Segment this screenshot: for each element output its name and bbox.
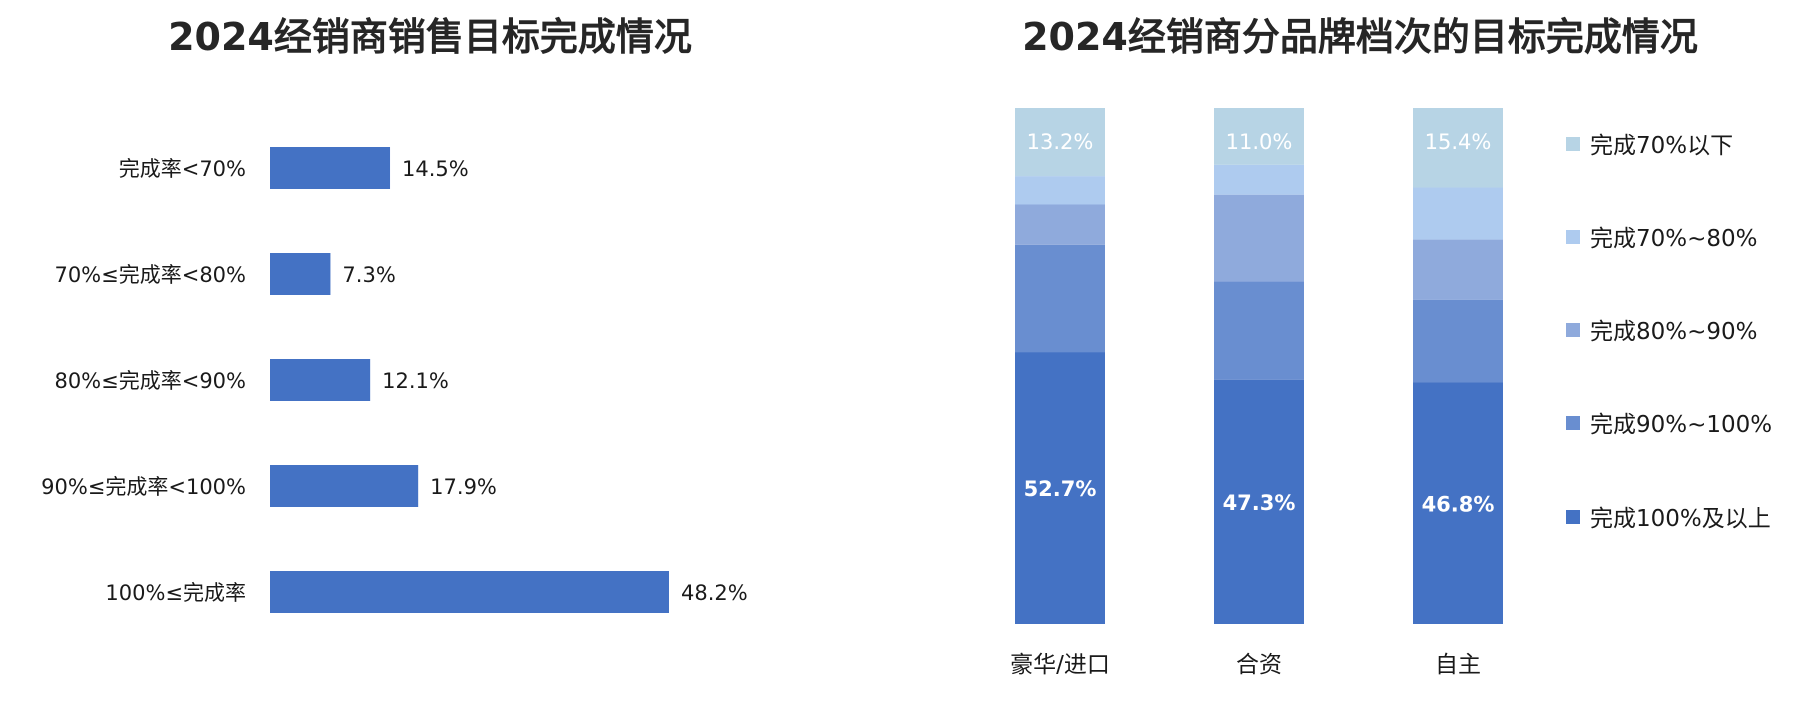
segment-2-1 bbox=[1413, 299, 1503, 383]
left-chart-title: 2024经销商销售目标完成情况 bbox=[168, 15, 692, 59]
x-tick-label-0: 豪华/进口 bbox=[1010, 652, 1110, 678]
right-chart-title: 2024经销商分品牌档次的目标完成情况 bbox=[1022, 15, 1698, 59]
segment-label-0-0: 52.7% bbox=[1024, 477, 1097, 501]
segment-0-3 bbox=[1015, 176, 1105, 205]
legend-swatch-3 bbox=[1566, 416, 1580, 430]
value-label-0: 14.5% bbox=[402, 157, 469, 181]
category-label-0: 完成率<70% bbox=[119, 157, 246, 181]
value-label-4: 48.2% bbox=[681, 581, 748, 605]
x-tick-label-1: 合资 bbox=[1236, 652, 1282, 678]
legend-swatch-1 bbox=[1566, 230, 1580, 244]
segment-2-4 bbox=[1413, 108, 1503, 188]
legend-label-1: 完成70%~80% bbox=[1590, 226, 1758, 252]
legend-swatch-0 bbox=[1566, 137, 1580, 151]
legend-label-0: 完成70%以下 bbox=[1590, 133, 1733, 159]
bar-4 bbox=[270, 571, 669, 613]
segment-label-0-4: 13.2% bbox=[1027, 130, 1094, 154]
segment-0-4 bbox=[1015, 108, 1105, 177]
segment-2-0 bbox=[1413, 382, 1503, 624]
segment-1-1 bbox=[1214, 281, 1304, 380]
category-label-4: 100%≤完成率 bbox=[105, 581, 246, 605]
legend-swatch-2 bbox=[1566, 323, 1580, 337]
segment-1-2 bbox=[1214, 194, 1304, 282]
left-bar-chart: 完成率<70% 14.5% 70%≤完成率<80% 7.3% 80%≤完成率<90% 12… bbox=[41, 147, 748, 613]
segment-1-0 bbox=[1214, 379, 1304, 624]
segment-label-1-4: 11.0% bbox=[1226, 130, 1293, 154]
legend-swatch-4 bbox=[1566, 510, 1580, 524]
bar-0 bbox=[270, 147, 391, 189]
segment-label-1-0: 47.3% bbox=[1223, 491, 1296, 515]
segment-0-0 bbox=[1015, 352, 1105, 624]
value-label-2: 12.1% bbox=[382, 369, 449, 393]
bar-1 bbox=[270, 253, 331, 295]
segment-2-3 bbox=[1413, 187, 1503, 240]
legend-label-4: 完成100%及以上 bbox=[1590, 506, 1771, 532]
legend-label-2: 完成80%~90% bbox=[1590, 319, 1758, 345]
bar-3 bbox=[270, 465, 419, 507]
legend-label-3: 完成90%~100% bbox=[1590, 412, 1772, 438]
segment-1-3 bbox=[1214, 164, 1304, 195]
value-label-3: 17.9% bbox=[430, 475, 497, 499]
bar-2 bbox=[270, 359, 371, 401]
segment-2-2 bbox=[1413, 239, 1503, 300]
segment-label-2-0: 46.8% bbox=[1422, 492, 1495, 516]
segment-0-2 bbox=[1015, 204, 1105, 245]
segment-1-4 bbox=[1214, 108, 1304, 165]
category-label-2: 80%≤完成率<90% bbox=[54, 369, 246, 393]
segment-0-1 bbox=[1015, 244, 1105, 353]
category-label-1: 70%≤完成率<80% bbox=[54, 263, 246, 287]
x-tick-label-2: 自主 bbox=[1435, 652, 1481, 678]
category-label-3: 90%≤完成率<100% bbox=[41, 475, 246, 499]
value-label-1: 7.3% bbox=[342, 263, 395, 287]
segment-label-2-4: 15.4% bbox=[1425, 130, 1492, 154]
